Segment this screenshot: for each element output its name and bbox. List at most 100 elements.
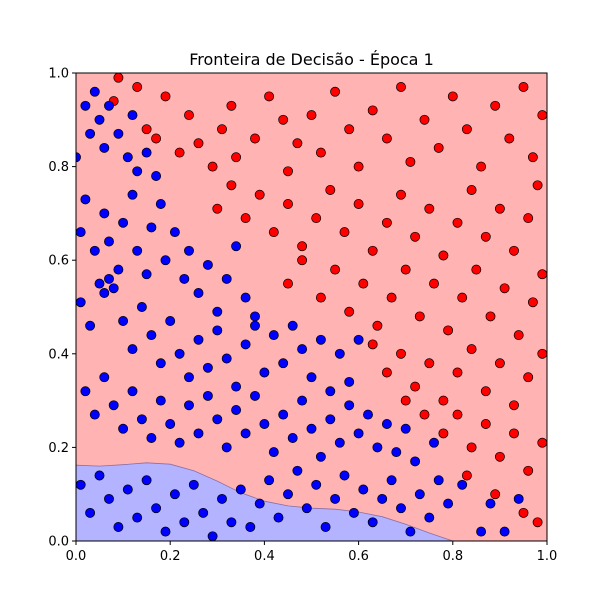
blue-point-14 <box>80 194 91 205</box>
red-point-29 <box>447 91 458 102</box>
y-tick-label: 0.0 <box>48 535 69 550</box>
blue-point-112 <box>141 475 152 486</box>
red-point-17 <box>283 166 293 177</box>
blue-point-103 <box>410 456 421 467</box>
blue-point-135 <box>358 484 369 495</box>
blue-point-21 <box>132 245 143 256</box>
red-point-6 <box>174 147 185 158</box>
red-point-69 <box>400 264 411 275</box>
blue-point-82 <box>212 414 223 425</box>
blue-point-13 <box>76 227 86 238</box>
blue-point-15 <box>89 245 100 256</box>
x-axis: 0.0 0.2 0.4 0.6 0.8 1.0 <box>66 541 557 564</box>
blue-point-75 <box>146 433 157 443</box>
blue-point-141 <box>414 489 425 500</box>
blue-point-70 <box>99 372 110 383</box>
blue-point-94 <box>325 414 336 425</box>
red-point-15 <box>278 114 289 125</box>
red-point-31 <box>476 161 487 172</box>
blue-point-2 <box>85 128 96 139</box>
red-point-92 <box>537 348 547 359</box>
blue-point-69 <box>89 409 100 420</box>
blue-point-116 <box>179 517 190 528</box>
blue-point-97 <box>353 428 364 439</box>
blue-point-101 <box>391 447 402 458</box>
red-point-103 <box>518 507 529 518</box>
blue-point-87 <box>259 419 270 429</box>
blue-point-77 <box>165 419 176 429</box>
blue-point-63 <box>315 334 326 345</box>
blue-point-26 <box>169 227 180 238</box>
red-point-33 <box>504 133 515 144</box>
blue-point-108 <box>104 493 114 504</box>
blue-point-59 <box>278 358 289 369</box>
red-point-88 <box>480 386 491 397</box>
blue-point-121 <box>226 517 237 528</box>
red-point-51 <box>410 231 421 242</box>
red-point-80 <box>367 339 378 350</box>
red-point-55 <box>466 185 477 195</box>
blue-point-39 <box>99 288 110 298</box>
blue-point-18 <box>113 264 124 275</box>
red-point-58 <box>509 245 519 256</box>
blue-point-102 <box>400 423 411 434</box>
blue-point-95 <box>334 437 345 448</box>
blue-point-86 <box>250 390 260 401</box>
blue-point-140 <box>405 526 416 537</box>
red-point-77 <box>513 330 524 341</box>
red-point-98 <box>509 428 519 439</box>
red-point-30 <box>461 124 472 135</box>
blue-point-28 <box>184 245 194 256</box>
red-point-71 <box>429 278 439 289</box>
red-point-8 <box>193 138 204 149</box>
blue-point-8 <box>122 152 133 163</box>
red-point-26 <box>405 156 416 167</box>
blue-point-123 <box>245 522 256 532</box>
red-point-89 <box>494 358 505 369</box>
blue-point-131 <box>320 522 331 532</box>
red-point-73 <box>457 292 468 303</box>
blue-point-96 <box>344 400 355 411</box>
red-point-105 <box>419 409 430 420</box>
blue-point-120 <box>217 493 227 504</box>
blue-point-12 <box>151 171 162 181</box>
blue-point-81 <box>202 390 213 401</box>
blue-point-6 <box>104 100 114 111</box>
red-point-34 <box>518 82 529 92</box>
blue-point-34 <box>240 292 251 303</box>
blue-point-17 <box>104 236 114 247</box>
blue-point-57 <box>259 367 270 378</box>
y-tick-label: 0.6 <box>48 254 69 269</box>
red-point-86 <box>452 367 463 378</box>
red-point-56 <box>480 231 491 242</box>
blue-point-124 <box>254 498 265 509</box>
blue-point-29 <box>193 288 204 298</box>
red-point-57 <box>494 203 505 214</box>
x-tick-label: 0.2 <box>160 549 181 564</box>
red-point-90 <box>509 400 519 411</box>
red-point-20 <box>330 86 341 97</box>
blue-point-66 <box>344 376 355 387</box>
red-point-25 <box>396 82 406 92</box>
red-point-44 <box>311 213 322 224</box>
blue-point-88 <box>268 447 279 458</box>
blue-point-3 <box>89 86 100 97</box>
red-point-35 <box>527 152 538 163</box>
blue-point-73 <box>127 386 138 397</box>
blue-point-111 <box>132 512 143 523</box>
red-point-59 <box>523 213 534 224</box>
red-point-13 <box>250 133 260 144</box>
x-tick-label: 0.6 <box>348 549 369 564</box>
blue-point-32 <box>221 273 232 284</box>
red-point-50 <box>396 189 406 200</box>
blue-point-62 <box>306 372 317 383</box>
y-tick-label: 0.4 <box>48 347 69 362</box>
red-point-82 <box>396 348 406 359</box>
red-point-76 <box>499 283 510 294</box>
red-point-11 <box>231 152 242 163</box>
red-point-49 <box>381 217 392 228</box>
blue-point-110 <box>122 484 133 495</box>
blue-point-109 <box>113 522 124 532</box>
red-point-63 <box>315 292 326 303</box>
blue-point-132 <box>330 493 341 504</box>
